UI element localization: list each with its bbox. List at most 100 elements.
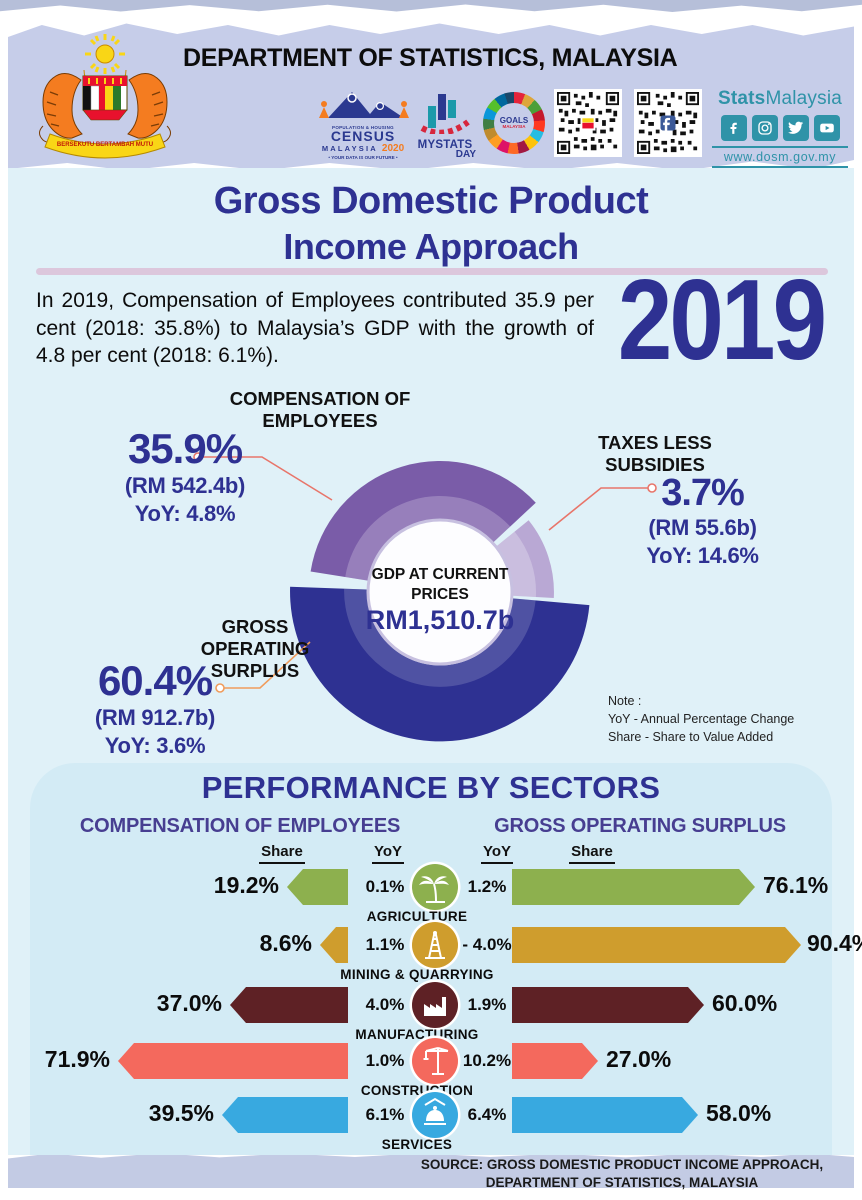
coe-share-bar-services bbox=[222, 1097, 348, 1133]
tls-amount: (RM 55.6b) bbox=[648, 515, 757, 540]
coe-values: 35.9% (RM 542.4b) YoY: 4.8% bbox=[95, 428, 275, 527]
qr-code-dosm-icon bbox=[554, 89, 622, 157]
coe-yoy-services: 6.1% bbox=[365, 1105, 405, 1124]
page-title-line2: Income Approach bbox=[283, 226, 579, 267]
column-header-share-right: Share bbox=[537, 843, 647, 864]
year-2019: 2019 bbox=[617, 256, 827, 384]
mystats-logo-graphic bbox=[420, 94, 470, 136]
coat-shield bbox=[82, 75, 128, 121]
census-top-label: POPULATION & HOUSING bbox=[332, 125, 394, 130]
coe-yoy: YoY: 4.8% bbox=[134, 501, 236, 527]
malaysia-coat-of-arms-icon: BERSEKUTU BERTAMBAH MUTU bbox=[39, 34, 171, 159]
youtube-icon bbox=[813, 115, 840, 141]
qr-code-facebook-icon bbox=[634, 89, 702, 157]
gos-share-bar-agriculture bbox=[512, 869, 755, 905]
tls-label: TAXES LESS SUBSIDIES bbox=[598, 432, 712, 475]
gos-share-bar-construction bbox=[512, 1043, 598, 1079]
tiger-left-icon bbox=[39, 73, 83, 143]
sector-label-services: SERVICES bbox=[381, 1137, 453, 1152]
tls-values: 3.7% (RM 55.6b) YoY: 14.6% bbox=[620, 474, 785, 569]
coe-share-bar-construction bbox=[118, 1043, 348, 1079]
sector-label-manufacturing: MANUFACTURING bbox=[355, 1027, 479, 1042]
stats-malaysia-brand: StatsMalaysia www.dosm.gov.my bbox=[712, 88, 848, 168]
gos-share-bar-services bbox=[512, 1097, 698, 1133]
source-note: SOURCE: GROSS DOMESTIC PRODUCT INCOME AP… bbox=[420, 1157, 824, 1191]
gos-yoy-services: 6.4% bbox=[467, 1105, 507, 1124]
coe-share-bar-manufacturing bbox=[230, 987, 348, 1023]
sector-label-agriculture: AGRICULTURE bbox=[366, 909, 468, 924]
census-sub: MALAYSIA 2020 bbox=[321, 142, 405, 154]
intro-paragraph: In 2019, Compensation of Employees contr… bbox=[36, 289, 594, 368]
oil-rig-icon bbox=[412, 922, 458, 968]
gos-share-manufacturing: 60.0% bbox=[712, 990, 778, 1016]
gos-yoy-manufacturing: 1.9% bbox=[467, 995, 507, 1014]
coe-share: 35.9% bbox=[127, 425, 243, 472]
column-header-yoy-right: YoY bbox=[442, 843, 552, 864]
donut-center-value: RM1,510.7b bbox=[366, 605, 515, 635]
census-2020-logo: POPULATION & HOUSING CENSUS MALAYSIA 202… bbox=[316, 86, 410, 160]
gos-share: 60.4% bbox=[97, 657, 213, 704]
gos-share-bar-manufacturing bbox=[512, 987, 704, 1023]
website-url: www.dosm.gov.my bbox=[712, 146, 848, 168]
tiger-right-icon bbox=[127, 73, 171, 143]
gos-share-bar-mining bbox=[512, 927, 801, 963]
gos-yoy-agriculture: 1.2% bbox=[467, 877, 507, 896]
gos-share-agriculture: 76.1% bbox=[763, 872, 829, 898]
gdp-donut-chart: GDP AT CURRENT PRICES RM1,510.7b bbox=[290, 461, 590, 742]
coe-label: COMPENSATION OF EMPLOYEES bbox=[229, 388, 411, 431]
footer-band bbox=[8, 1153, 854, 1188]
mystats-line2: DAY bbox=[455, 149, 476, 160]
coe-share-manufacturing: 37.0% bbox=[156, 990, 222, 1016]
gos-values: 60.4% (RM 912.7b) YoY: 3.6% bbox=[75, 660, 235, 759]
coe-yoy-construction: 1.0% bbox=[365, 1051, 405, 1070]
crane-icon bbox=[412, 1038, 458, 1084]
census-year: 2020 bbox=[381, 142, 405, 154]
coe-share-mining: 8.6% bbox=[259, 930, 312, 956]
sectors-left-heading: COMPENSATION OF EMPLOYEES bbox=[79, 815, 401, 837]
twitter-icon bbox=[782, 115, 809, 141]
gos-share-construction: 27.0% bbox=[606, 1046, 672, 1072]
title-divider bbox=[36, 268, 828, 275]
gos-share-services: 58.0% bbox=[706, 1100, 772, 1126]
coe-share-construction: 71.9% bbox=[44, 1046, 110, 1072]
mystats-line1: MYSTATS bbox=[417, 139, 473, 151]
census-tagline: • YOUR DATA IS OUR FUTURE • bbox=[328, 154, 398, 160]
tls-share: 3.7% bbox=[661, 472, 745, 514]
gos-yoy: YoY: 3.6% bbox=[104, 733, 206, 759]
instagram-icon bbox=[751, 115, 778, 141]
coe-share-agriculture: 19.2% bbox=[213, 872, 279, 898]
gos-share-mining: 90.4% bbox=[807, 930, 862, 956]
column-header-yoy-left: YoY bbox=[333, 843, 443, 864]
donut-leader-lines bbox=[193, 452, 657, 693]
sector-label-mining: MINING & QUARRYING bbox=[340, 967, 494, 982]
gos-label: GROSS OPERATING SURPLUS bbox=[200, 616, 310, 681]
coat-ribbon: BERSEKUTU BERTAMBAH MUTU bbox=[44, 133, 166, 159]
census-name: CENSUS bbox=[330, 128, 396, 144]
mystats-day-logo: MYSTATS DAY bbox=[414, 88, 476, 160]
facebook-icon bbox=[720, 115, 747, 141]
social-icons bbox=[712, 115, 848, 141]
palm-tree-icon bbox=[412, 864, 458, 910]
services-icon bbox=[412, 1092, 458, 1138]
gos-yoy-mining: - 4.0% bbox=[462, 935, 512, 954]
donut-center-label-line2: PRICES bbox=[411, 586, 469, 603]
sectors-heading: PERFORMANCE BY SECTORS bbox=[201, 770, 661, 805]
column-header-share-left: Share bbox=[227, 843, 337, 864]
chart-note: Note : YoY - Annual Percentage Change Sh… bbox=[608, 694, 795, 745]
sdg-malaysia-label: MALAYSIA bbox=[502, 123, 526, 129]
tls-yoy: YoY: 14.6% bbox=[646, 543, 759, 569]
coe-yoy-manufacturing: 4.0% bbox=[365, 995, 405, 1014]
donut-center-circle bbox=[366, 518, 514, 666]
coe-amount: (RM 542.4b) bbox=[124, 473, 246, 498]
sdg-goals-label: GOALS bbox=[499, 115, 529, 125]
torn-paper-edge-top bbox=[0, 0, 862, 12]
gos-amount: (RM 912.7b) bbox=[94, 705, 216, 730]
donut-segment-taxes-less-subsidies bbox=[496, 520, 554, 598]
coe-yoy-mining: 1.1% bbox=[365, 935, 405, 954]
sectors-right-heading: GROSS OPERATING SURPLUS bbox=[494, 815, 786, 837]
donut-segment-gross-operating-surplus bbox=[290, 586, 590, 742]
census-logo-graphic bbox=[319, 92, 409, 118]
brand-name: StatsMalaysia bbox=[717, 88, 843, 109]
coe-yoy-agriculture: 0.1% bbox=[365, 877, 405, 896]
